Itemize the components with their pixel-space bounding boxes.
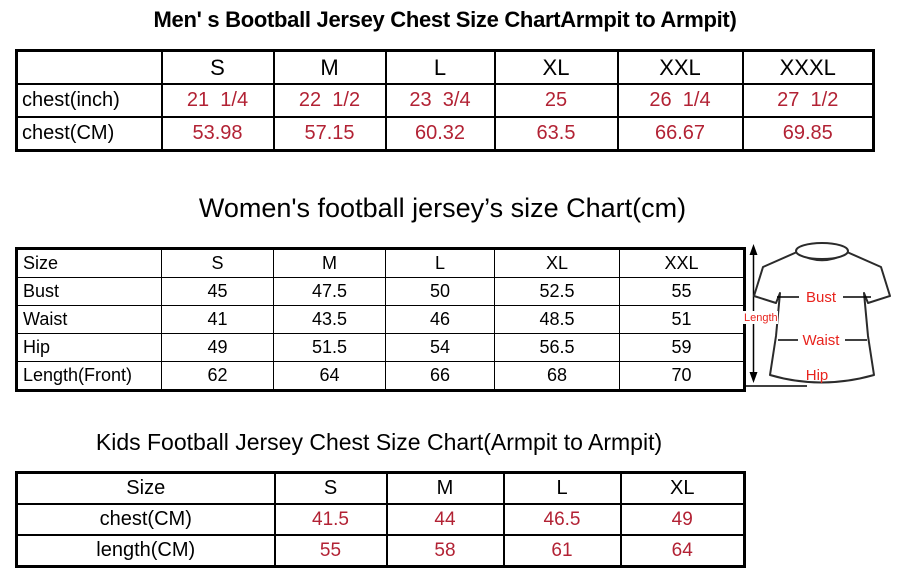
header-cell-xl: XL (494, 248, 620, 278)
kids-size-table: Size S M L XL chest(CM) 41.5 44 46.5 49 … (15, 471, 746, 568)
men-chest-cm-row: chest(CM) 53.98 57.15 60.32 63.5 66.67 6… (15, 116, 875, 152)
men-chart-title: Men' s Bootball Jersey Chest Size ChartA… (153, 7, 737, 32)
value-cell: 53.98 (160, 116, 275, 152)
row-label-cell: Waist (16, 305, 162, 334)
value-cell: 45 (161, 277, 274, 306)
header-cell-s: S (160, 49, 275, 85)
value-cell: 54 (385, 333, 495, 362)
length-label: Length (744, 312, 778, 324)
value-cell: 68 (494, 361, 620, 391)
row-label-cell: chest(CM) (15, 503, 276, 536)
header-cell-xxl: XXL (619, 248, 745, 278)
value-cell: 61 (502, 534, 622, 568)
value-cell: 64 (273, 361, 386, 391)
header-cell-size: Size (16, 248, 162, 278)
row-label-cell: Length(Front) (16, 361, 162, 391)
header-cell-xl: XL (493, 49, 619, 85)
header-cell-l: L (384, 49, 496, 85)
header-cell-xl: XL (619, 471, 746, 505)
value-cell: 70 (619, 361, 745, 391)
value-cell: 27 1/2 (741, 83, 875, 118)
women-header-row: Size S M L XL XXL (16, 248, 745, 278)
value-cell: 43.5 (273, 305, 386, 334)
header-cell-blank (15, 49, 163, 85)
header-cell-s: S (161, 248, 274, 278)
men-header-row: S M L XL XXL XXXL (15, 49, 875, 85)
row-label-cell: chest(inch) (15, 83, 163, 118)
length-label-bg (743, 311, 778, 324)
value-cell: 64 (619, 534, 746, 568)
value-cell: 21 1/4 (160, 83, 275, 118)
tshirt-measurement-diagram: Length Bust Waist Hip (743, 242, 891, 387)
value-cell: 46 (385, 305, 495, 334)
header-cell-m: M (385, 471, 505, 505)
kids-length-row: length(CM) 55 58 61 64 (15, 534, 746, 568)
hip-label: Hip (806, 367, 829, 384)
value-cell: 56.5 (494, 333, 620, 362)
women-hip-row: Hip 49 51.5 54 56.5 59 (16, 333, 745, 362)
women-chart-title: Women's football jersey’s size Chart(cm) (198, 193, 687, 223)
value-cell: 55 (273, 534, 388, 568)
value-cell: 66.67 (616, 116, 744, 152)
value-cell: 23 3/4 (384, 83, 496, 118)
tshirt-outline (753, 242, 891, 384)
waist-label: Waist (803, 332, 841, 349)
value-cell: 41.5 (273, 503, 388, 536)
value-cell: 63.5 (493, 116, 619, 152)
value-cell: 69.85 (741, 116, 875, 152)
value-cell: 47.5 (273, 277, 386, 306)
row-label-cell: Hip (16, 333, 162, 362)
value-cell: 25 (493, 83, 619, 118)
value-cell: 57.15 (272, 116, 387, 152)
header-cell-m: M (272, 49, 387, 85)
value-cell: 49 (161, 333, 274, 362)
value-cell: 22 1/2 (272, 83, 387, 118)
row-label-cell: length(CM) (15, 534, 276, 568)
value-cell: 52.5 (494, 277, 620, 306)
header-cell-l: L (385, 248, 495, 278)
value-cell: 51.5 (273, 333, 386, 362)
header-cell-xxl: XXL (616, 49, 744, 85)
value-cell: 48.5 (494, 305, 620, 334)
row-label-cell: chest(CM) (15, 116, 163, 152)
value-cell: 50 (385, 277, 495, 306)
value-cell: 44 (385, 503, 505, 536)
value-cell: 26 1/4 (616, 83, 744, 118)
header-cell-size: Size (15, 471, 276, 505)
women-length-row: Length(Front) 62 64 66 68 70 (16, 361, 745, 391)
header-cell-m: M (273, 248, 386, 278)
header-cell-s: S (273, 471, 388, 505)
value-cell: 59 (619, 333, 745, 362)
kids-chart-title: Kids Football Jersey Chest Size Chart(Ar… (95, 429, 663, 455)
women-size-table: Size S M L XL XXL Bust 45 47.5 50 52.5 5… (15, 247, 746, 392)
women-bust-row: Bust 45 47.5 50 52.5 55 (16, 277, 745, 306)
value-cell: 51 (619, 305, 745, 334)
value-cell: 62 (161, 361, 274, 391)
value-cell: 55 (619, 277, 745, 306)
value-cell: 60.32 (384, 116, 496, 152)
header-cell-xxxl: XXXL (741, 49, 875, 85)
value-cell: 49 (619, 503, 746, 536)
row-label-cell: Bust (16, 277, 162, 306)
value-cell: 41 (161, 305, 274, 334)
men-size-table: S M L XL XXL XXXL chest(inch) 21 1/4 22 … (15, 49, 875, 152)
header-cell-l: L (502, 471, 622, 505)
value-cell: 58 (385, 534, 505, 568)
kids-header-row: Size S M L XL (15, 471, 746, 505)
bust-label: Bust (806, 289, 837, 306)
kids-chest-row: chest(CM) 41.5 44 46.5 49 (15, 503, 746, 536)
value-cell: 46.5 (502, 503, 622, 536)
women-waist-row: Waist 41 43.5 46 48.5 51 (16, 305, 745, 334)
men-chest-inch-row: chest(inch) 21 1/4 22 1/2 23 3/4 25 26 1… (15, 83, 875, 118)
value-cell: 66 (385, 361, 495, 391)
